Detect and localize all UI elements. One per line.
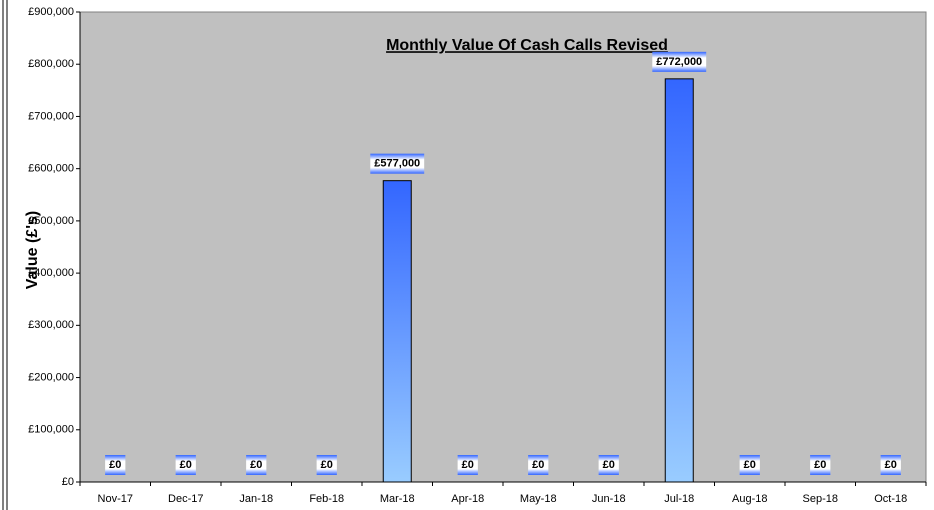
y-tick-label: £600,000: [28, 163, 74, 175]
x-tick-label: Mar-18: [380, 493, 415, 505]
y-tick-label: £800,000: [28, 58, 74, 70]
value-label: £0: [462, 459, 474, 471]
y-tick-label: £400,000: [28, 267, 74, 279]
y-tick-label: £900,000: [28, 6, 74, 18]
value-label: £0: [321, 459, 333, 471]
x-tick-label: Nov-17: [98, 493, 133, 505]
bar: [664, 78, 694, 483]
value-label-box: [739, 455, 760, 475]
value-label: £0: [814, 459, 826, 471]
value-label-box: [880, 455, 901, 475]
value-label-box: [105, 455, 126, 475]
x-tick-label: Jan-18: [239, 493, 273, 505]
x-tick-label: Aug-18: [732, 493, 767, 505]
value-label-box: [457, 455, 478, 475]
y-tick-label: £0: [62, 476, 74, 488]
x-tick-label: Dec-17: [168, 493, 203, 505]
value-label: £0: [180, 459, 192, 471]
chart-title: Monthly Value Of Cash Calls Revised: [386, 37, 668, 54]
value-label: £772,000: [656, 56, 702, 68]
value-label-box: [175, 455, 196, 475]
value-label-box: [598, 455, 619, 475]
x-tick-label: Jun-18: [592, 493, 626, 505]
x-tick-label: Jul-18: [664, 493, 694, 505]
y-axis-label: Value (£'s): [24, 211, 41, 290]
x-tick-label: Apr-18: [451, 493, 484, 505]
y-tick-label: £300,000: [28, 319, 74, 331]
y-tick-label: £500,000: [28, 215, 74, 227]
bar: [382, 180, 412, 483]
y-tick-label: £700,000: [28, 110, 74, 122]
value-label: £0: [250, 459, 262, 471]
value-label: £0: [603, 459, 615, 471]
value-label-box: [652, 51, 707, 72]
value-label: £577,000: [374, 158, 420, 170]
y-tick-label: £200,000: [28, 371, 74, 383]
x-tick-label: Sep-18: [803, 493, 838, 505]
value-label: £0: [744, 459, 756, 471]
value-label-box: [810, 455, 831, 475]
value-label-box: [528, 455, 549, 475]
value-label-box: [316, 455, 337, 475]
value-label: £0: [109, 459, 121, 471]
value-label: £0: [532, 459, 544, 471]
value-label-box: [370, 153, 425, 174]
x-tick-label: May-18: [520, 493, 557, 505]
value-label: £0: [885, 459, 897, 471]
x-tick-label: Oct-18: [874, 493, 907, 505]
y-tick-label: £100,000: [28, 424, 74, 436]
value-label-box: [246, 455, 267, 475]
x-tick-label: Feb-18: [309, 493, 344, 505]
plot-area: [79, 11, 927, 483]
